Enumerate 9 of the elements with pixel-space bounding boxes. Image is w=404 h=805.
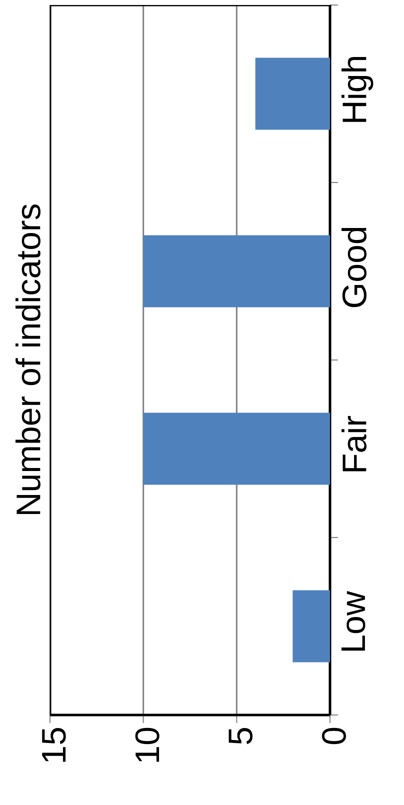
x-tick-label: 15 [42,728,66,762]
y-tick-label: Low [342,590,366,651]
x-tick-label: 10 [135,728,160,762]
x-tick-label: 5 [228,728,253,744]
x-tick-label: 0 [322,728,346,744]
y-tick-label: Good [342,228,366,308]
y-tick-label: Fair [342,416,366,472]
text: Number of indicators [15,204,40,514]
y-tick-label: High [342,57,374,122]
